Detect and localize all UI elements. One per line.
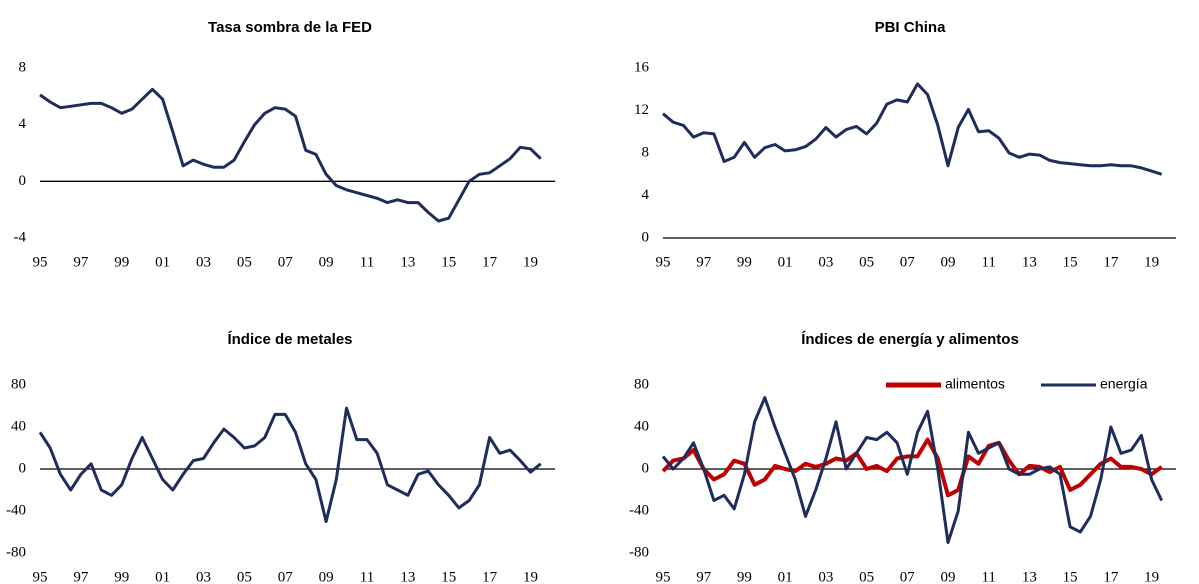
x-tick-label: 99 [114, 254, 129, 270]
x-tick-label: 09 [941, 569, 956, 584]
y-tick-label: 4 [642, 187, 650, 203]
series-line [38, 406, 542, 523]
chart-title: Índice de metales [227, 331, 352, 348]
y-tick-label: 0 [642, 229, 650, 245]
x-tick-label: 95 [33, 569, 48, 584]
y-tick-label: -40 [629, 502, 649, 518]
x-tick-label: 11 [360, 569, 374, 584]
x-tick-label: 19 [523, 569, 538, 584]
x-tick-label: 95 [656, 254, 671, 270]
x-tick-label: 09 [941, 254, 956, 270]
x-tick-label: 97 [696, 254, 712, 270]
chart-title: Índices de energía y alimentos [801, 331, 1019, 348]
x-tick-label: 97 [73, 254, 89, 270]
x-tick-label: 99 [737, 569, 752, 584]
x-tick-label: 11 [981, 254, 995, 270]
series-line [661, 396, 1164, 544]
x-tick-label: 07 [278, 254, 294, 270]
y-tick-label: -80 [629, 544, 649, 560]
x-tick-label: 99 [737, 254, 752, 270]
x-tick-label: 13 [400, 254, 415, 270]
x-tick-label: 11 [981, 569, 995, 584]
x-tick-label: 15 [1063, 569, 1078, 584]
x-tick-label: 17 [1103, 254, 1119, 270]
x-tick-label: 09 [319, 254, 334, 270]
x-tick-label: 17 [482, 254, 498, 270]
y-tick-label: 0 [19, 173, 27, 189]
x-tick-label: 95 [33, 254, 48, 270]
y-tick-label: 8 [19, 59, 27, 75]
y-tick-label: -80 [6, 544, 26, 560]
y-tick-label: 12 [634, 102, 649, 118]
y-tick-label: 4 [19, 116, 27, 132]
x-tick-label: 01 [778, 569, 793, 584]
y-tick-label: -40 [6, 502, 26, 518]
x-tick-label: 05 [237, 569, 252, 584]
x-tick-label: 97 [73, 569, 89, 584]
x-tick-label: 15 [441, 569, 456, 584]
x-tick-label: 13 [400, 569, 415, 584]
x-tick-label: 05 [859, 254, 874, 270]
x-tick-label: 99 [114, 569, 129, 584]
y-tick-label: 80 [634, 376, 649, 392]
x-tick-label: 13 [1022, 254, 1037, 270]
x-tick-label: 17 [1103, 569, 1119, 584]
x-tick-label: 07 [278, 569, 294, 584]
x-tick-label: 03 [818, 254, 833, 270]
x-tick-label: 01 [778, 254, 793, 270]
x-tick-label: 03 [196, 569, 211, 584]
y-tick-label: 16 [634, 59, 650, 75]
x-tick-label: 03 [818, 569, 833, 584]
x-tick-label: 01 [155, 569, 170, 584]
series-line [39, 87, 542, 223]
series-line [662, 82, 1163, 176]
x-tick-label: 01 [155, 254, 170, 270]
x-tick-label: 05 [237, 254, 252, 270]
x-tick-label: 19 [523, 254, 538, 270]
x-tick-label: 09 [319, 569, 334, 584]
chart-title: Tasa sombra de la FED [208, 19, 372, 36]
x-tick-label: 19 [1144, 254, 1159, 270]
y-tick-label: 80 [11, 376, 26, 392]
y-tick-label: -4 [14, 229, 27, 245]
x-tick-label: 03 [196, 254, 211, 270]
y-tick-label: 0 [19, 460, 27, 476]
x-tick-label: 15 [441, 254, 456, 270]
x-tick-label: 19 [1144, 569, 1159, 584]
x-tick-label: 15 [1063, 254, 1078, 270]
x-tick-label: 05 [859, 569, 874, 584]
y-tick-label: 0 [642, 460, 650, 476]
legend-label: alimentos [945, 376, 1005, 392]
x-tick-label: 97 [696, 569, 712, 584]
y-tick-label: 8 [642, 144, 650, 160]
y-tick-label: 40 [11, 418, 26, 434]
x-tick-label: 07 [900, 569, 916, 584]
x-tick-label: 95 [656, 569, 671, 584]
chart-title: PBI China [875, 19, 946, 36]
x-tick-label: 17 [482, 569, 498, 584]
x-tick-label: 11 [360, 254, 374, 270]
legend-label: energía [1100, 376, 1148, 392]
y-tick-label: 40 [634, 418, 649, 434]
x-tick-label: 13 [1022, 569, 1037, 584]
x-tick-label: 07 [900, 254, 916, 270]
